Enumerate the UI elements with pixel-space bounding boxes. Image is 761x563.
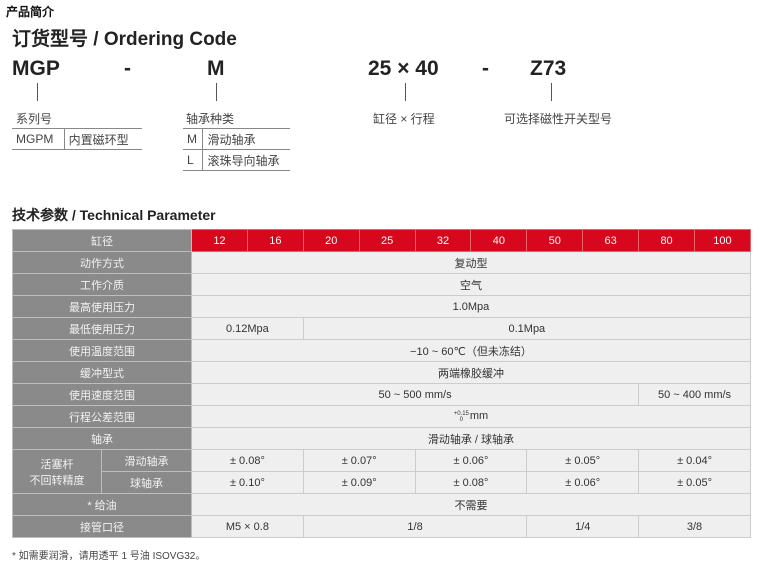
tolerance-cell: +0.15 0 mm bbox=[191, 405, 751, 428]
value-cell: 1.0Mpa bbox=[191, 295, 751, 318]
value-cell: ± 0.05° bbox=[526, 449, 640, 472]
value-cell: 50 ~ 400 mm/s bbox=[638, 383, 751, 406]
bore-header: 80 bbox=[638, 229, 696, 252]
row-label: 工作介质 bbox=[12, 273, 192, 296]
value-cell: 1/8 bbox=[302, 515, 528, 538]
connector-line bbox=[216, 83, 217, 101]
value-cell: ± 0.04° bbox=[638, 449, 751, 472]
bore-header: 16 bbox=[246, 229, 304, 252]
series-table: MGPM 内置磁环型 bbox=[12, 128, 142, 150]
spec-row: 缓冲型式 两端橡胶缓冲 bbox=[12, 361, 751, 384]
connector-line bbox=[405, 83, 406, 101]
value-cell: ± 0.08° bbox=[414, 471, 528, 494]
row-label: 最低使用压力 bbox=[12, 317, 192, 340]
bore-header: 25 bbox=[358, 229, 416, 252]
row-label: 使用温度范围 bbox=[12, 339, 192, 362]
row-label: 滑动轴承 bbox=[101, 449, 192, 472]
row-label: 动作方式 bbox=[12, 251, 192, 274]
value-cell: 3/8 bbox=[638, 515, 751, 538]
spec-row: 使用速度范围 50 ~ 500 mm/s 50 ~ 400 mm/s bbox=[12, 383, 751, 406]
series-code: MGPM bbox=[12, 128, 65, 150]
tolerance-unit: mm bbox=[469, 410, 489, 423]
value-cell: 滑动轴承 / 球轴承 bbox=[191, 427, 751, 450]
header-label: 缸径 bbox=[12, 229, 192, 252]
value-cell: 复动型 bbox=[191, 251, 751, 274]
bearing-table: M 滑动轴承 L 滚珠导向轴承 bbox=[183, 128, 290, 171]
spec-row: 动作方式 复动型 bbox=[12, 251, 751, 274]
value-cell: 50 ~ 500 mm/s bbox=[190, 383, 640, 406]
code-bearing: M bbox=[207, 57, 225, 80]
spec-row: 最低使用压力 0.12Mpa 0.1Mpa bbox=[12, 317, 751, 340]
value-cell: 0.1Mpa bbox=[302, 317, 751, 340]
ordering-code-title: 订货型号 / Ordering Code bbox=[12, 29, 237, 50]
bearing-label: 轴承种类 bbox=[186, 112, 235, 126]
spec-table: 缸径 12 16 20 25 32 40 50 63 80 100 动作方式 复动型 工作介质 空气 最高使用… bbox=[12, 229, 751, 538]
bearing-code: L bbox=[183, 149, 204, 171]
row-label: 接管口径 bbox=[12, 515, 192, 538]
tolerance-stack: +0.15 0 bbox=[454, 411, 469, 423]
spec-row: 行程公差范围 +0.15 0 mm bbox=[12, 405, 751, 428]
bearing-desc: 滑动轴承 bbox=[202, 128, 290, 150]
code-dash: - bbox=[124, 57, 131, 80]
spec-title: 技术参数 / Technical Parameter bbox=[12, 207, 216, 223]
row-label: * 给油 bbox=[12, 493, 192, 516]
bore-header: 20 bbox=[302, 229, 360, 252]
row-group-label: 活塞杆 不回转精度 bbox=[12, 449, 102, 494]
row-label: 行程公差范围 bbox=[12, 405, 192, 428]
value-cell: ± 0.06° bbox=[414, 449, 528, 472]
row-label: 缓冲型式 bbox=[12, 361, 192, 384]
row-label: 球轴承 bbox=[101, 471, 192, 494]
bore-header: 32 bbox=[414, 229, 472, 252]
code-dash: - bbox=[482, 57, 489, 80]
spec-row: 球轴承 ± 0.10° ± 0.09° ± 0.08° ± 0.06° ± 0.05° bbox=[13, 471, 751, 494]
value-cell: −10 ~ 60℃（但未冻结） bbox=[191, 339, 751, 362]
spec-row: 使用温度范围 −10 ~ 60℃（但未冻结） bbox=[12, 339, 751, 362]
connector-line bbox=[551, 83, 552, 101]
spec-row: * 给油 不需要 bbox=[12, 493, 751, 516]
spec-header-row: 缸径 12 16 20 25 32 40 50 63 80 100 bbox=[12, 229, 751, 252]
bore-stroke-label: 缸径 × 行程 bbox=[373, 112, 435, 126]
bore-header: 50 bbox=[526, 229, 584, 252]
row-label: 最高使用压力 bbox=[12, 295, 192, 318]
bearing-code: M bbox=[183, 128, 204, 150]
code-series: MGP bbox=[12, 57, 60, 80]
value-cell: 1/4 bbox=[526, 515, 640, 538]
value-cell: ± 0.07° bbox=[302, 449, 416, 472]
series-label: 系列号 bbox=[16, 112, 53, 126]
value-cell: 空气 bbox=[191, 273, 751, 296]
value-cell: 0.12Mpa bbox=[191, 317, 304, 340]
code-switch: Z73 bbox=[530, 57, 567, 80]
value-cell: ± 0.10° bbox=[191, 471, 304, 494]
footnote: * 如需要润滑，请用透平 1 号油 ISOVG32。 bbox=[12, 551, 206, 562]
series-desc: 内置磁环型 bbox=[64, 128, 142, 150]
intro-label: 产品简介 bbox=[6, 5, 55, 19]
bore-header: 40 bbox=[470, 229, 528, 252]
bore-header: 63 bbox=[582, 229, 640, 252]
value-cell: 不需要 bbox=[191, 493, 751, 516]
value-cell: ± 0.05° bbox=[638, 471, 751, 494]
value-cell: ± 0.06° bbox=[526, 471, 640, 494]
bore-header: 100 bbox=[694, 229, 751, 252]
code-bore-stroke: 25 × 40 bbox=[368, 57, 439, 80]
connector-line bbox=[37, 83, 38, 101]
row-label: 使用速度范围 bbox=[12, 383, 192, 406]
value-cell: 两端橡胶缓冲 bbox=[191, 361, 751, 384]
spec-row: 活塞杆 不回转精度 滑动轴承 ± 0.08° ± 0.07° ± 0.06° ± 0.05°… bbox=[12, 449, 751, 494]
spec-row: 工作介质 空气 bbox=[12, 273, 751, 296]
spec-row: 轴承 滑动轴承 / 球轴承 bbox=[12, 427, 751, 450]
bearing-desc: 滚珠导向轴承 bbox=[202, 149, 290, 171]
switch-label: 可选择磁性开关型号 bbox=[504, 112, 613, 126]
spec-row: 接管口径 M5 × 0.8 1/8 1/4 3/8 bbox=[12, 515, 751, 538]
value-cell: M5 × 0.8 bbox=[191, 515, 304, 538]
tolerance-lower: 0 bbox=[459, 416, 463, 423]
tolerance-upper: +0.15 bbox=[453, 410, 469, 417]
value-cell: ± 0.09° bbox=[302, 471, 416, 494]
value-cell: ± 0.08° bbox=[191, 449, 304, 472]
bore-header: 12 bbox=[191, 229, 248, 252]
spec-row: 最高使用压力 1.0Mpa bbox=[12, 295, 751, 318]
row-label: 轴承 bbox=[12, 427, 192, 450]
